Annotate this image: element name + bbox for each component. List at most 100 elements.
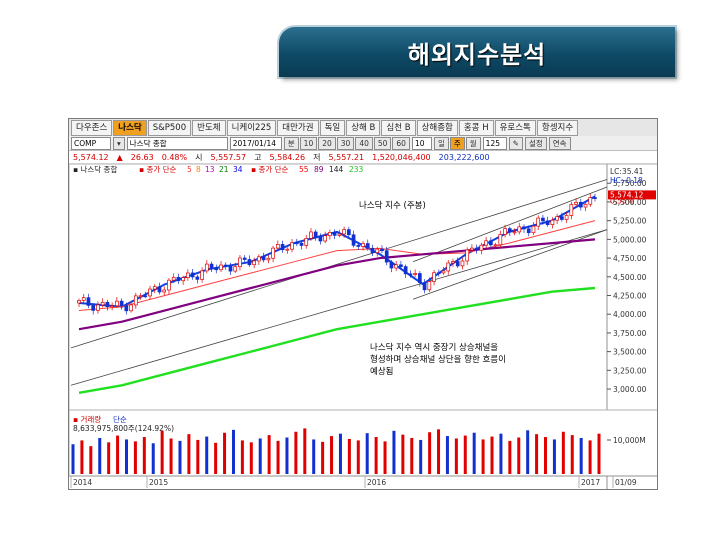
candle-body — [399, 264, 403, 267]
candle-body — [408, 273, 413, 276]
candle-body — [148, 288, 152, 297]
lc-badge: LC:35.41 — [610, 167, 644, 176]
count-box[interactable]: 10 — [411, 136, 432, 150]
candle-body — [593, 197, 597, 199]
candle-body — [432, 272, 436, 282]
settings-button[interactable]: 설정 — [524, 136, 547, 150]
interval-button-2[interactable]: 월 — [465, 136, 481, 150]
candle-body — [275, 244, 280, 249]
period-button-3[interactable]: 30 — [336, 136, 355, 150]
continuous-button[interactable]: 연속 — [548, 136, 571, 150]
legend-title: ▪ 나스닥 종합 — [73, 164, 117, 174]
candle-body — [271, 247, 275, 259]
candle-body — [441, 270, 446, 274]
edit-icon[interactable]: ✎ — [508, 136, 523, 150]
legend-ma2-period: 89 — [314, 165, 324, 174]
period-button-2[interactable]: 20 — [318, 136, 336, 150]
price-chart[interactable]: ▪ 나스닥 종합 ▪ 종가 단순 5 8 13 21 34 ▪ 종가 단순 55 89 144 233… — [69, 164, 658, 490]
period-button-0[interactable]: 분 — [283, 136, 299, 150]
volume-bar — [552, 439, 556, 474]
volume-bar — [338, 433, 342, 474]
period-button-1[interactable]: 10 — [299, 136, 318, 150]
tab-10[interactable]: 홍콩 H — [458, 120, 494, 136]
candle-body — [384, 250, 389, 263]
y-tick-label: 3,250.00 — [613, 366, 647, 375]
candle-body — [176, 276, 181, 282]
volume-bar — [267, 435, 271, 474]
tab-7[interactable]: 상해 B — [346, 120, 381, 136]
tab-0[interactable]: 다우존스 — [71, 120, 113, 136]
candle-body — [252, 260, 257, 266]
candle-body — [257, 256, 261, 262]
interval-button-1[interactable]: 주 — [449, 136, 465, 150]
symbol-name-box[interactable]: 나스닥 종합 — [126, 136, 228, 150]
candle-body — [517, 226, 522, 233]
candle-body — [346, 229, 351, 236]
candle-body — [105, 301, 110, 308]
short-channel-upper-line — [412, 186, 608, 263]
legend-ma2-label: ▪ 종가 단순 — [251, 164, 289, 174]
candle-body — [403, 266, 408, 275]
tab-1[interactable]: 나스닥 — [113, 120, 147, 136]
ma144-line — [78, 238, 596, 331]
candle-body — [157, 286, 162, 293]
volume-bar — [356, 440, 360, 474]
volume-bar — [330, 436, 334, 474]
candle-body — [318, 236, 323, 242]
y-tick-label: 4,750.00 — [613, 254, 647, 263]
symbol-dropdown-icon[interactable]: ▾ — [113, 136, 125, 150]
interval-button-0[interactable]: 일 — [433, 136, 449, 150]
candle-body — [299, 242, 304, 246]
volume-bar — [347, 438, 351, 474]
volume-bar — [196, 439, 200, 474]
date-box[interactable]: 2017/01/14 — [229, 136, 282, 150]
tab-2[interactable]: S&P500 — [147, 120, 192, 136]
candle-body — [588, 197, 593, 205]
candle-body — [417, 273, 422, 283]
volume-bar — [383, 441, 387, 474]
candle-body — [133, 295, 138, 306]
candle-body — [190, 272, 195, 278]
title-banner: 해외지수분석 — [279, 27, 675, 77]
candle-body — [195, 276, 200, 280]
candle-body — [171, 276, 176, 281]
candle-body — [413, 273, 417, 275]
tab-3[interactable]: 반도체 — [192, 120, 226, 136]
candle-body — [96, 304, 100, 311]
volume-bar — [499, 433, 503, 474]
volume-bar — [160, 430, 164, 474]
legend-ma1-period: 5 — [187, 165, 192, 174]
candle-body — [465, 249, 470, 262]
candle-body — [186, 272, 190, 278]
volume-bar — [374, 437, 378, 474]
y-tick-label: 3,500.00 — [613, 348, 647, 357]
candle-body — [361, 243, 365, 247]
candle-body — [261, 256, 266, 261]
candle-body — [214, 267, 219, 271]
symbol-code-box[interactable]: COMP — [71, 136, 111, 150]
candle-body — [351, 234, 356, 246]
candle-body — [200, 270, 204, 280]
tab-6[interactable]: 독일 — [319, 120, 346, 136]
tab-12[interactable]: 항셍지수 — [536, 120, 579, 136]
tab-11[interactable]: 유로스톡 — [494, 120, 536, 136]
up-arrow-icon: ▲ — [116, 152, 123, 162]
legend-ma1-period: 21 — [219, 165, 229, 174]
candle-body — [479, 244, 484, 251]
tab-8[interactable]: 심천 B — [381, 120, 416, 136]
volume-bar — [285, 437, 289, 474]
y-tick-label: 5,500.00 — [613, 198, 647, 207]
tab-9[interactable]: 상해종합 — [416, 120, 458, 136]
candle-body — [531, 225, 536, 234]
bars-box[interactable]: 125 — [482, 136, 507, 150]
quote-pct: 0.48% — [161, 152, 188, 162]
quote-price: 5,574.12 — [73, 152, 109, 162]
period-button-5[interactable]: 50 — [373, 136, 392, 150]
tab-4[interactable]: 니케이225 — [226, 120, 277, 136]
volume-bar — [526, 430, 530, 474]
period-button-4[interactable]: 40 — [355, 136, 373, 150]
candle-body — [124, 305, 129, 312]
tab-5[interactable]: 대만가권 — [277, 120, 319, 136]
period-button-6[interactable]: 60 — [392, 136, 410, 150]
candle-body — [583, 203, 588, 208]
